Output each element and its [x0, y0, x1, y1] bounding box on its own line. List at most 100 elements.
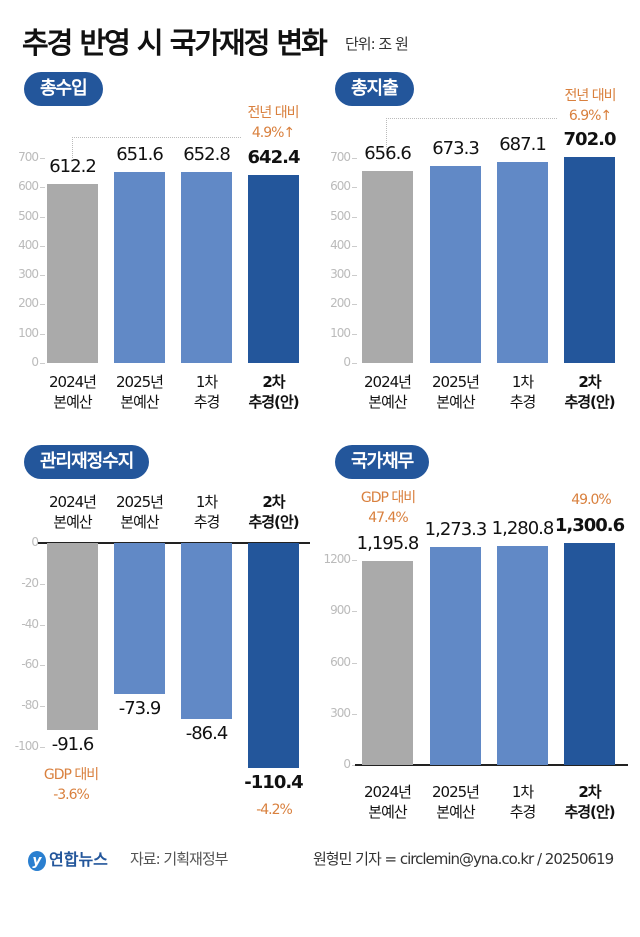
category-line: 추경 — [193, 513, 221, 531]
category-line: 1차 — [511, 783, 534, 801]
category-line: 2024년 — [364, 783, 412, 801]
category-line: 2024년 — [49, 493, 97, 511]
y-tick-mark — [352, 765, 357, 766]
category-line: 2024년 — [364, 373, 412, 391]
y-tick-label: 300 — [330, 267, 351, 282]
category-label: 1차 추경 — [483, 782, 563, 822]
category-line: 2차 — [262, 373, 285, 391]
y-tick-label: 0 — [31, 355, 39, 369]
y-tick-label: 400 — [330, 237, 351, 252]
category-line: 본예산 — [53, 513, 92, 531]
y-tick-mark — [352, 275, 357, 277]
value-label: 652.8 — [183, 143, 231, 165]
chart-title-fiscal-balance: 관리재정수지 — [24, 445, 150, 479]
bar — [181, 543, 232, 720]
value-label: -91.6 — [51, 733, 95, 755]
category-line: 추경(안) — [248, 393, 299, 411]
category-line: 2차 — [578, 373, 601, 391]
value-label: 612.2 — [49, 155, 97, 177]
y-tick-mark — [352, 245, 357, 247]
category-line: 추경(안) — [248, 513, 299, 531]
y-tick-label: 600 — [330, 179, 351, 194]
y-tick-label: -40 — [21, 616, 39, 631]
y-tick-mark — [352, 158, 357, 159]
bar — [248, 543, 299, 769]
annotation-line: 전년 대비 — [247, 105, 300, 121]
value-label: 1,195.8 — [356, 532, 420, 554]
y-tick-label: -80 — [21, 698, 39, 713]
y-tick-label: 200 — [18, 296, 39, 311]
category-line: 본예산 — [368, 803, 407, 821]
category-label: 2차 추경(안) — [234, 492, 314, 532]
credit-text: 원형민 기자 = circlemin@yna.co.kr / 20250619 — [313, 850, 614, 868]
y-tick-label: 1200 — [323, 552, 351, 566]
value-label: 673.3 — [432, 137, 480, 159]
category-line: 본예산 — [436, 803, 475, 821]
category-line: 본예산 — [368, 393, 407, 411]
y-tick-label: 300 — [18, 267, 39, 282]
annotation-line: 4.9%↑ — [251, 125, 295, 141]
logo-text: 연합뉴스 — [49, 850, 108, 869]
zero-baseline — [38, 542, 310, 544]
annotation-line: GDP 대비 — [360, 490, 416, 506]
y-tick-mark — [40, 275, 45, 277]
bar — [497, 161, 548, 363]
zero-baseline — [355, 764, 628, 766]
y-tick-mark — [40, 706, 45, 708]
value-label: -73.9 — [118, 697, 162, 719]
y-tick-label: 200 — [330, 296, 351, 311]
category-line: 본예산 — [120, 393, 159, 411]
y-tick-mark — [40, 245, 45, 247]
annotation-line: GDP 대비 — [43, 767, 99, 783]
y-tick-mark — [40, 333, 45, 335]
y-tick-label: 400 — [18, 237, 39, 252]
annotation-line: -4.2% — [256, 802, 293, 818]
bar — [114, 172, 165, 363]
bar — [564, 542, 615, 765]
y-tick-label: 0 — [343, 757, 351, 771]
y-tick-mark — [40, 187, 45, 189]
annotation-connector — [386, 118, 557, 151]
bar — [430, 165, 481, 363]
y-tick-label: 600 — [330, 654, 351, 669]
category-label: 1차 추경 — [167, 372, 247, 412]
y-tick-label: 500 — [330, 208, 351, 223]
annotation-note: GDP 대비 -3.6% — [26, 765, 116, 805]
y-tick-mark — [352, 333, 357, 335]
y-tick-mark — [352, 304, 357, 306]
y-tick-mark — [40, 665, 45, 667]
annotation-note: GDP 대비 47.4% — [343, 488, 433, 528]
category-line: 1차 — [195, 493, 218, 511]
value-label: 1,273.3 — [424, 519, 488, 541]
logo-icon: y — [28, 850, 46, 871]
annotation-note: 49.0% — [546, 490, 636, 510]
bar — [564, 157, 615, 363]
bar — [430, 547, 481, 765]
value-label: 702.0 — [563, 129, 617, 151]
category-line: 추경 — [509, 393, 537, 411]
y-tick-label: 100 — [18, 325, 39, 340]
y-tick-mark — [40, 216, 45, 218]
y-tick-mark — [352, 187, 357, 189]
category-label: 1차 추경 — [483, 372, 563, 412]
category-line: 추경(안) — [564, 803, 615, 821]
y-tick-label: 700 — [330, 150, 351, 164]
category-line: 2025년 — [116, 493, 164, 511]
y-tick-mark — [352, 713, 357, 715]
category-label: 2024년 본예산 — [33, 372, 113, 412]
y-tick-label: 900 — [330, 603, 351, 618]
value-label: 642.4 — [247, 146, 301, 168]
y-tick-label: 700 — [18, 150, 39, 164]
y-tick-mark — [40, 158, 45, 159]
yonhap-logo: y 연합뉴스 — [28, 846, 108, 871]
bar — [497, 546, 548, 765]
annotation-note: 전년 대비 4.9%↑ — [228, 103, 318, 143]
chart-title-revenue: 총수입 — [24, 72, 103, 106]
y-tick-label: -100 — [14, 739, 39, 753]
category-label: 2차 추경(안) — [550, 372, 630, 412]
